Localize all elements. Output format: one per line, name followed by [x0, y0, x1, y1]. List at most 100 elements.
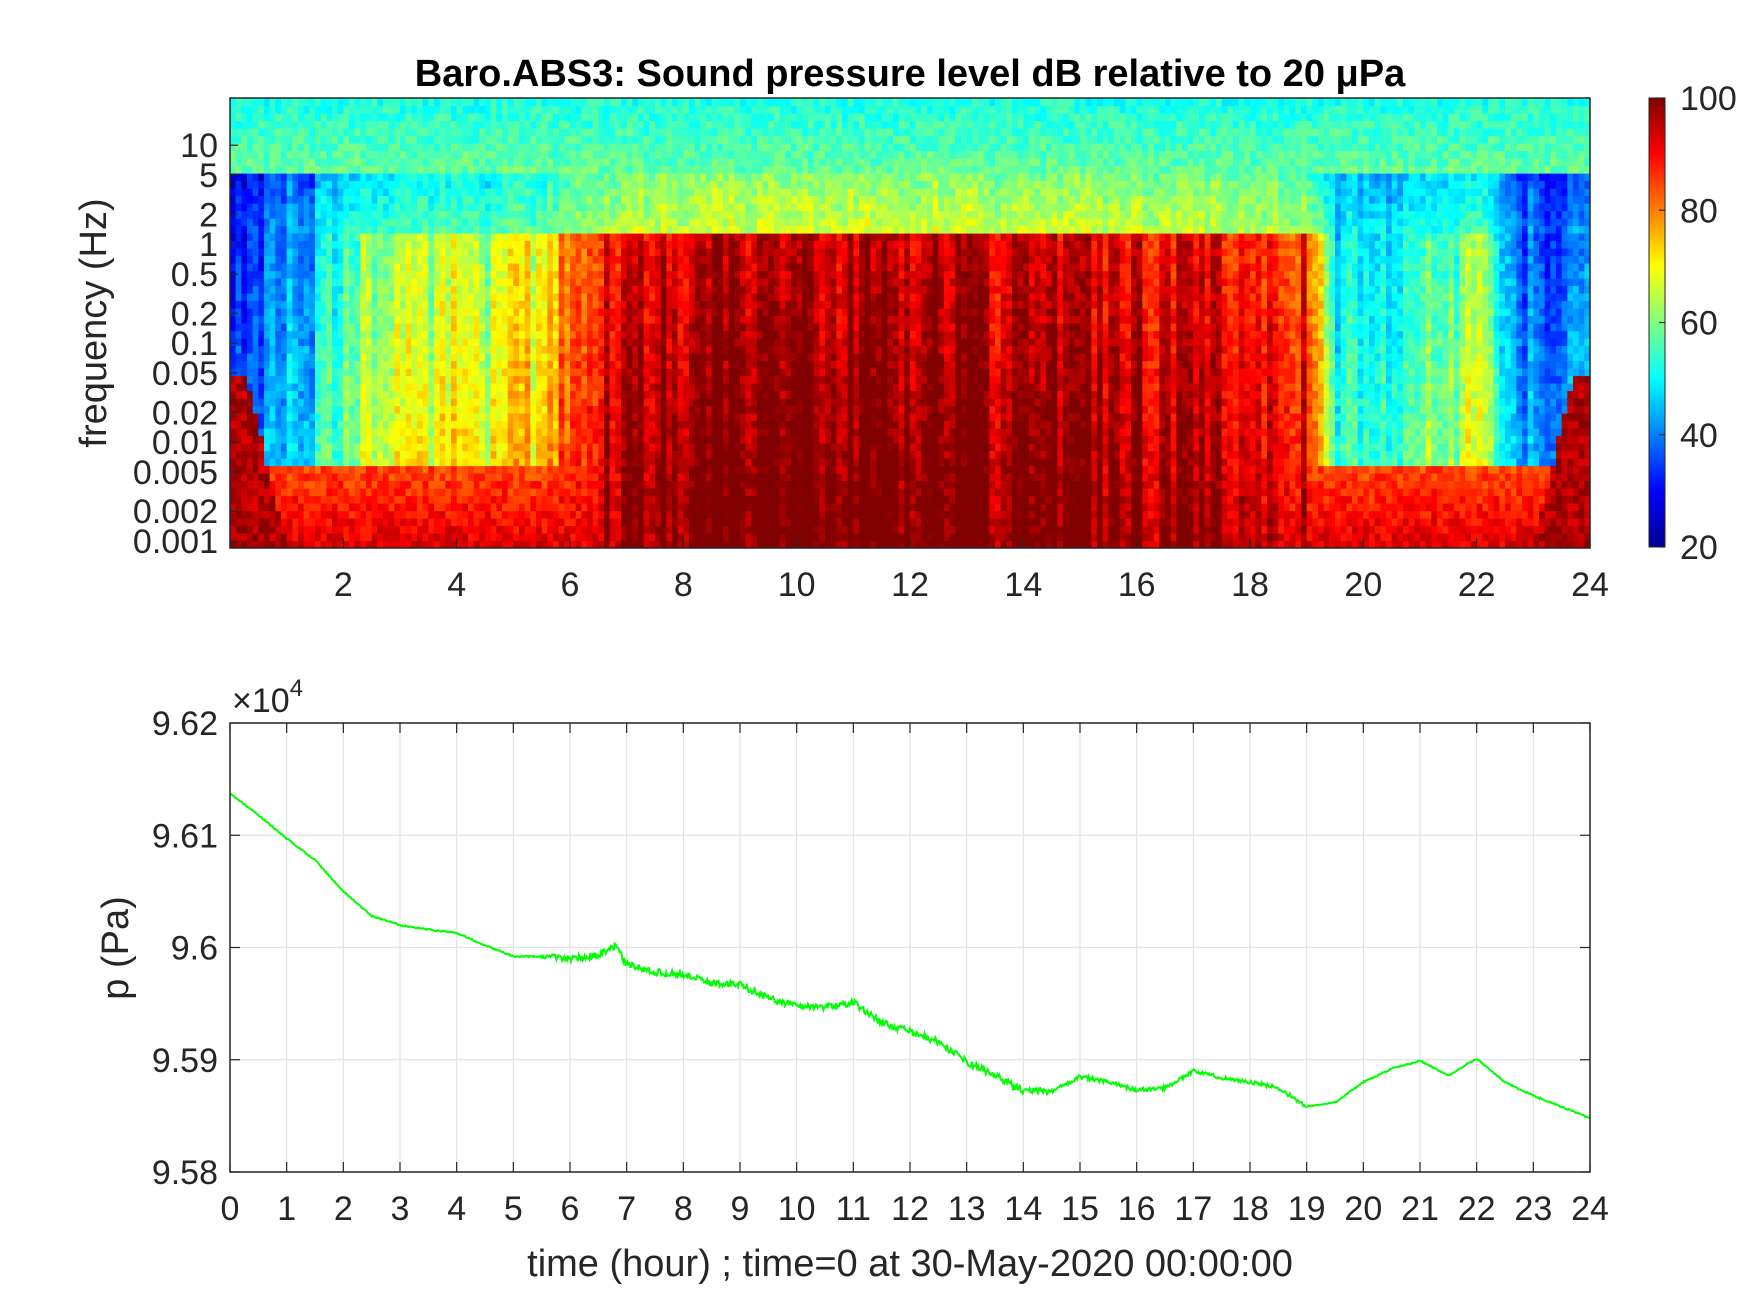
heatmap-cell: [553, 105, 560, 114]
heatmap-cell: [643, 218, 650, 227]
heatmap-cell: [417, 503, 424, 512]
heatmap-cell: [252, 518, 259, 527]
heatmap-cell: [490, 480, 497, 489]
heatmap-cell: [541, 293, 548, 302]
heatmap-cell: [371, 195, 378, 204]
heatmap-cell: [462, 128, 469, 137]
heatmap-cell: [655, 330, 662, 339]
heatmap-cell: [587, 435, 594, 444]
heatmap-cell: [677, 210, 684, 219]
heatmap-cell: [456, 98, 463, 107]
heatmap-cell: [264, 195, 271, 204]
heatmap-cell: [445, 300, 452, 309]
heatmap-cell: [643, 300, 650, 309]
heatmap-cell: [655, 293, 662, 302]
heatmap-cell: [394, 330, 401, 339]
heatmap-cell: [343, 428, 350, 437]
heatmap-cell: [468, 315, 475, 324]
heatmap-cell: [439, 315, 446, 324]
heatmap-cell: [394, 285, 401, 294]
heatmap-cell: [451, 375, 458, 384]
heatmap-cell: [649, 135, 656, 144]
heatmap-cell: [564, 368, 571, 377]
heatmap-cell: [252, 120, 259, 129]
heatmap-cell: [241, 510, 248, 519]
heatmap-cell: [354, 345, 361, 354]
heatmap-cell: [570, 158, 577, 167]
heatmap-cell: [530, 293, 537, 302]
heatmap-cell: [496, 308, 503, 317]
heatmap-cell: [677, 338, 684, 347]
heatmap-cell: [553, 405, 560, 414]
heatmap-cell: [451, 210, 458, 219]
heatmap-cell: [655, 458, 662, 467]
heatmap-cell: [490, 315, 497, 324]
heatmap-cell: [371, 398, 378, 407]
heatmap-cell: [417, 495, 424, 504]
heatmap-cell: [649, 435, 656, 444]
heatmap-cell: [354, 488, 361, 497]
heatmap-cell: [417, 533, 424, 542]
heatmap-cell: [411, 525, 418, 534]
heatmap-cell: [581, 158, 588, 167]
heatmap-cell: [553, 293, 560, 302]
heatmap-cell: [604, 428, 611, 437]
heatmap-cell: [252, 360, 259, 369]
spectrogram-heatmap: [230, 98, 1590, 548]
heatmap-cell: [672, 405, 679, 414]
heatmap-cell: [672, 233, 679, 242]
heatmap-cell: [598, 458, 605, 467]
heatmap-cell: [536, 293, 543, 302]
heatmap-cell: [485, 210, 492, 219]
heatmap-cell: [660, 345, 667, 354]
heatmap-cell: [655, 225, 662, 234]
heatmap-cell: [649, 263, 656, 272]
heatmap-cell: [394, 428, 401, 437]
heatmap-cell: [558, 435, 565, 444]
heatmap-cell: [570, 225, 577, 234]
heatmap-cell: [649, 240, 656, 249]
heatmap-cell: [281, 218, 288, 227]
heatmap-cell: [400, 158, 407, 167]
heatmap-cell: [638, 210, 645, 219]
heatmap-cell: [694, 173, 701, 182]
heatmap-cell: [581, 113, 588, 122]
heatmap-cell: [354, 270, 361, 279]
heatmap-cell: [694, 113, 701, 122]
spectrogram-title: Baro.ABS3: Sound pressure level dB relat…: [415, 53, 1406, 95]
heatmap-cell: [672, 315, 679, 324]
heatmap-cell: [326, 413, 333, 422]
heatmap-cell: [230, 405, 237, 414]
heatmap-cell: [298, 428, 305, 437]
heatmap-cell: [519, 398, 526, 407]
heatmap-cell: [360, 263, 367, 272]
heatmap-cell: [388, 398, 395, 407]
heatmap-cell: [428, 143, 435, 152]
heatmap-cell: [536, 218, 543, 227]
heatmap-cell: [564, 233, 571, 242]
heatmap-cell: [598, 248, 605, 257]
heatmap-cell: [694, 195, 701, 204]
heatmap-cell: [366, 120, 373, 129]
heatmap-cell: [377, 248, 384, 257]
heatmap-cell: [694, 143, 701, 152]
heatmap-cell: [558, 533, 565, 542]
heatmap-cell: [326, 135, 333, 144]
heatmap-cell: [366, 173, 373, 182]
heatmap-cell: [558, 233, 565, 242]
heatmap-cell: [541, 218, 548, 227]
heatmap-cell: [462, 233, 469, 242]
heatmap-cell: [383, 510, 390, 519]
heatmap-cell: [343, 98, 350, 107]
heatmap-cell: [360, 300, 367, 309]
heatmap-cell: [581, 150, 588, 159]
heatmap-cell: [445, 360, 452, 369]
heatmap-cell: [428, 338, 435, 347]
heatmap-cell: [519, 443, 526, 452]
heatmap-cell: [473, 218, 480, 227]
heatmap-cell: [309, 158, 316, 167]
heatmap-cell: [241, 368, 248, 377]
heatmap-cell: [604, 308, 611, 317]
heatmap-cell: [281, 105, 288, 114]
heatmap-cell: [383, 420, 390, 429]
